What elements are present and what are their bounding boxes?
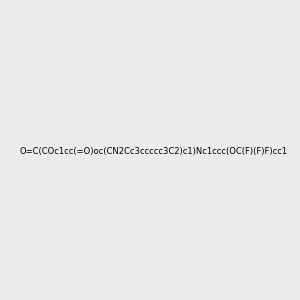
Text: O=C(COc1cc(=O)oc(CN2Cc3ccccc3C2)c1)Nc1ccc(OC(F)(F)F)cc1: O=C(COc1cc(=O)oc(CN2Cc3ccccc3C2)c1)Nc1cc… bbox=[20, 147, 288, 156]
